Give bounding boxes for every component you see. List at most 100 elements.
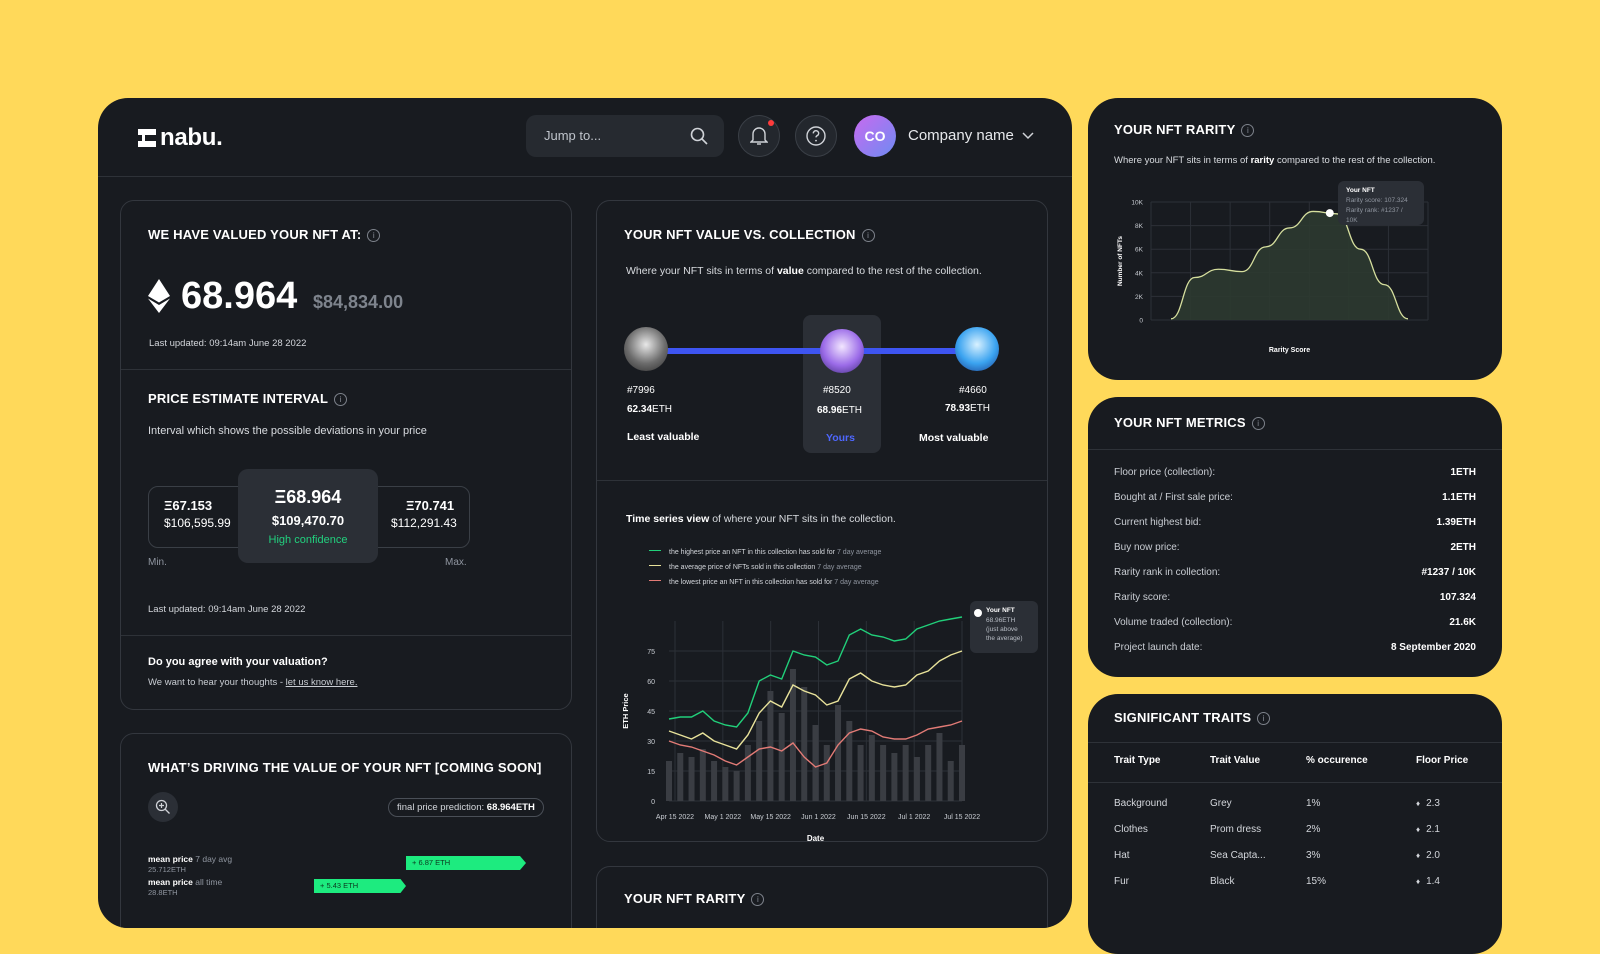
nft-avatar-most[interactable] xyxy=(955,327,999,371)
volume-bar xyxy=(688,757,695,801)
zoom-in-icon xyxy=(155,799,170,814)
info-icon[interactable]: i xyxy=(1251,417,1265,430)
nabu-logo[interactable]: nabu. xyxy=(138,124,223,152)
metrics-divider xyxy=(1088,449,1502,450)
volume-bar xyxy=(925,745,932,801)
volume-bar xyxy=(947,761,954,801)
rarity-area xyxy=(1171,211,1408,320)
metric-row: Rarity rank in collection: #1237 / 10K xyxy=(1088,567,1502,578)
nft-eth: 78.93ETH xyxy=(945,403,991,414)
trait-cell: 3% xyxy=(1306,850,1321,861)
info-icon[interactable]: i xyxy=(1241,124,1255,137)
volume-bar xyxy=(722,767,729,801)
eth-icon: ♦ xyxy=(1416,799,1421,808)
metric-value: 107.324 xyxy=(1439,592,1476,603)
valuation-panel: WE HAVE VALUED YOUR NFT AT: i 68.964 $84,… xyxy=(120,200,572,710)
timeseries-chart[interactable]: 0 15 30 45 60 75 Apr 15 2022 May 1 2022 May 15 2… xyxy=(597,591,1047,841)
volume-bar xyxy=(778,713,785,801)
legend-item: the lowest price an NFT in this collecti… xyxy=(649,575,881,590)
annotation-title: Your NFT xyxy=(986,607,1015,614)
info-icon[interactable]: i xyxy=(861,229,875,242)
trait-cell: 2% xyxy=(1306,824,1321,835)
legend-item: the highest price an NFT in this collect… xyxy=(649,545,881,560)
y-tick-label: 10K xyxy=(1131,200,1143,207)
interval-min-usd: $106,595.99 xyxy=(164,516,231,530)
volume-bar xyxy=(666,761,672,801)
volume-bar xyxy=(857,745,864,801)
avatar[interactable]: CO xyxy=(854,115,896,157)
rarity-title: YOUR NFT RARITY i xyxy=(1114,122,1255,137)
metric-row: Floor price (collection): 1ETH xyxy=(1088,467,1502,478)
x-tick-label: Apr 15 2022 xyxy=(656,814,694,821)
volume-bar xyxy=(891,753,898,801)
nft-avatar-yours[interactable] xyxy=(820,329,864,373)
trait-cell: ♦ 2.3 xyxy=(1416,798,1440,809)
interval-min-eth: Ξ67.153 xyxy=(164,498,213,513)
nft-id: #4660 xyxy=(959,385,987,396)
rarity-line xyxy=(1170,210,1409,320)
info-icon[interactable]: i xyxy=(1257,712,1271,725)
search-input[interactable]: Jump to... xyxy=(544,128,602,143)
trait-column-header[interactable]: Trait Value xyxy=(1210,755,1261,766)
volume-bar xyxy=(767,691,774,801)
x-tick-label: Jul 15 2022 xyxy=(944,814,980,821)
help-button[interactable] xyxy=(795,115,837,157)
metric-label: Rarity rank in collection: xyxy=(1114,567,1221,578)
y-tick-label: 45 xyxy=(647,709,655,716)
metric-label: Current highest bid: xyxy=(1114,517,1202,528)
traits-divider xyxy=(1088,742,1502,743)
annotation-box xyxy=(970,601,1038,653)
feedback-text: We want to hear your thoughts - let us k… xyxy=(148,677,358,688)
prediction-pill: final price prediction: 68.964ETH xyxy=(388,798,544,817)
company-name: Company name xyxy=(908,127,1014,144)
y-tick-label: 2K xyxy=(1135,294,1144,301)
trait-cell: Sea Capta... xyxy=(1210,850,1266,861)
company-switcher[interactable]: Company name xyxy=(908,127,1034,144)
trait-column-header[interactable]: % occurence xyxy=(1306,755,1368,766)
y-tick-label: 0 xyxy=(651,799,655,806)
nft-id: #8520 xyxy=(823,385,851,396)
y-tick-label: 15 xyxy=(647,769,655,776)
zoom-button[interactable] xyxy=(148,792,178,822)
info-icon[interactable]: i xyxy=(367,229,381,242)
volume-bar xyxy=(880,745,887,801)
metric-row: Volume traded (collection): 21.6K xyxy=(1088,617,1502,628)
nft-tag: Most valuable xyxy=(919,432,989,444)
valuation-title: WE HAVE VALUED YOUR NFT AT: i xyxy=(148,227,381,242)
search-icon[interactable] xyxy=(690,127,708,145)
nft-avatar-least[interactable] xyxy=(624,327,668,371)
valuation-divider xyxy=(121,369,571,370)
trait-floor-price: 1.4 xyxy=(1426,876,1440,887)
rarity-desc: Where your NFT sits in terms of rarity c… xyxy=(1114,155,1436,166)
trait-cell: Fur xyxy=(1114,876,1129,887)
feedback-title: Do you agree with your valuation? xyxy=(148,656,328,668)
search-box[interactable]: Jump to... xyxy=(526,115,724,157)
your-nft-marker xyxy=(974,609,982,617)
trait-cell: Black xyxy=(1210,876,1235,887)
interval-max-usd: $112,291.43 xyxy=(391,516,457,530)
driver-bar: + 5.43 ETH xyxy=(314,879,406,893)
collection-panel: YOUR NFT VALUE VS. COLLECTION i Where you… xyxy=(596,200,1048,842)
help-icon xyxy=(806,126,826,146)
info-icon[interactable]: i xyxy=(334,393,348,406)
series-line xyxy=(668,650,963,750)
volume-bar xyxy=(789,669,796,801)
feedback-link[interactable]: let us know here. xyxy=(285,677,358,688)
traits-card: SIGNIFICANT TRAITS i Trait Type Trait Valu… xyxy=(1088,694,1502,954)
metric-row: Rarity score: 107.324 xyxy=(1088,592,1502,603)
metric-value: 2ETH xyxy=(1450,542,1476,553)
volume-bar xyxy=(936,733,943,801)
series-line xyxy=(668,720,963,768)
notifications-button[interactable] xyxy=(738,115,780,157)
rarity-card: YOUR NFT RARITY i Where your NFT sits in … xyxy=(1088,98,1502,380)
volume-bar xyxy=(711,761,718,801)
trait-cell: Background xyxy=(1114,798,1168,809)
volume-bar xyxy=(756,721,763,801)
rarity-chart[interactable]: 0 2K 4K 6K 8K 10K Number of NFTs Rarity Score xyxy=(1088,180,1502,370)
trait-column-header[interactable]: Floor Price xyxy=(1416,755,1469,766)
ethereum-icon xyxy=(148,279,170,313)
volume-bar xyxy=(913,757,920,801)
trait-column-header[interactable]: Trait Type xyxy=(1114,755,1161,766)
metric-value: 8 September 2020 xyxy=(1390,642,1476,653)
driver-row-label: mean price all time 28.8ETH xyxy=(148,877,223,897)
